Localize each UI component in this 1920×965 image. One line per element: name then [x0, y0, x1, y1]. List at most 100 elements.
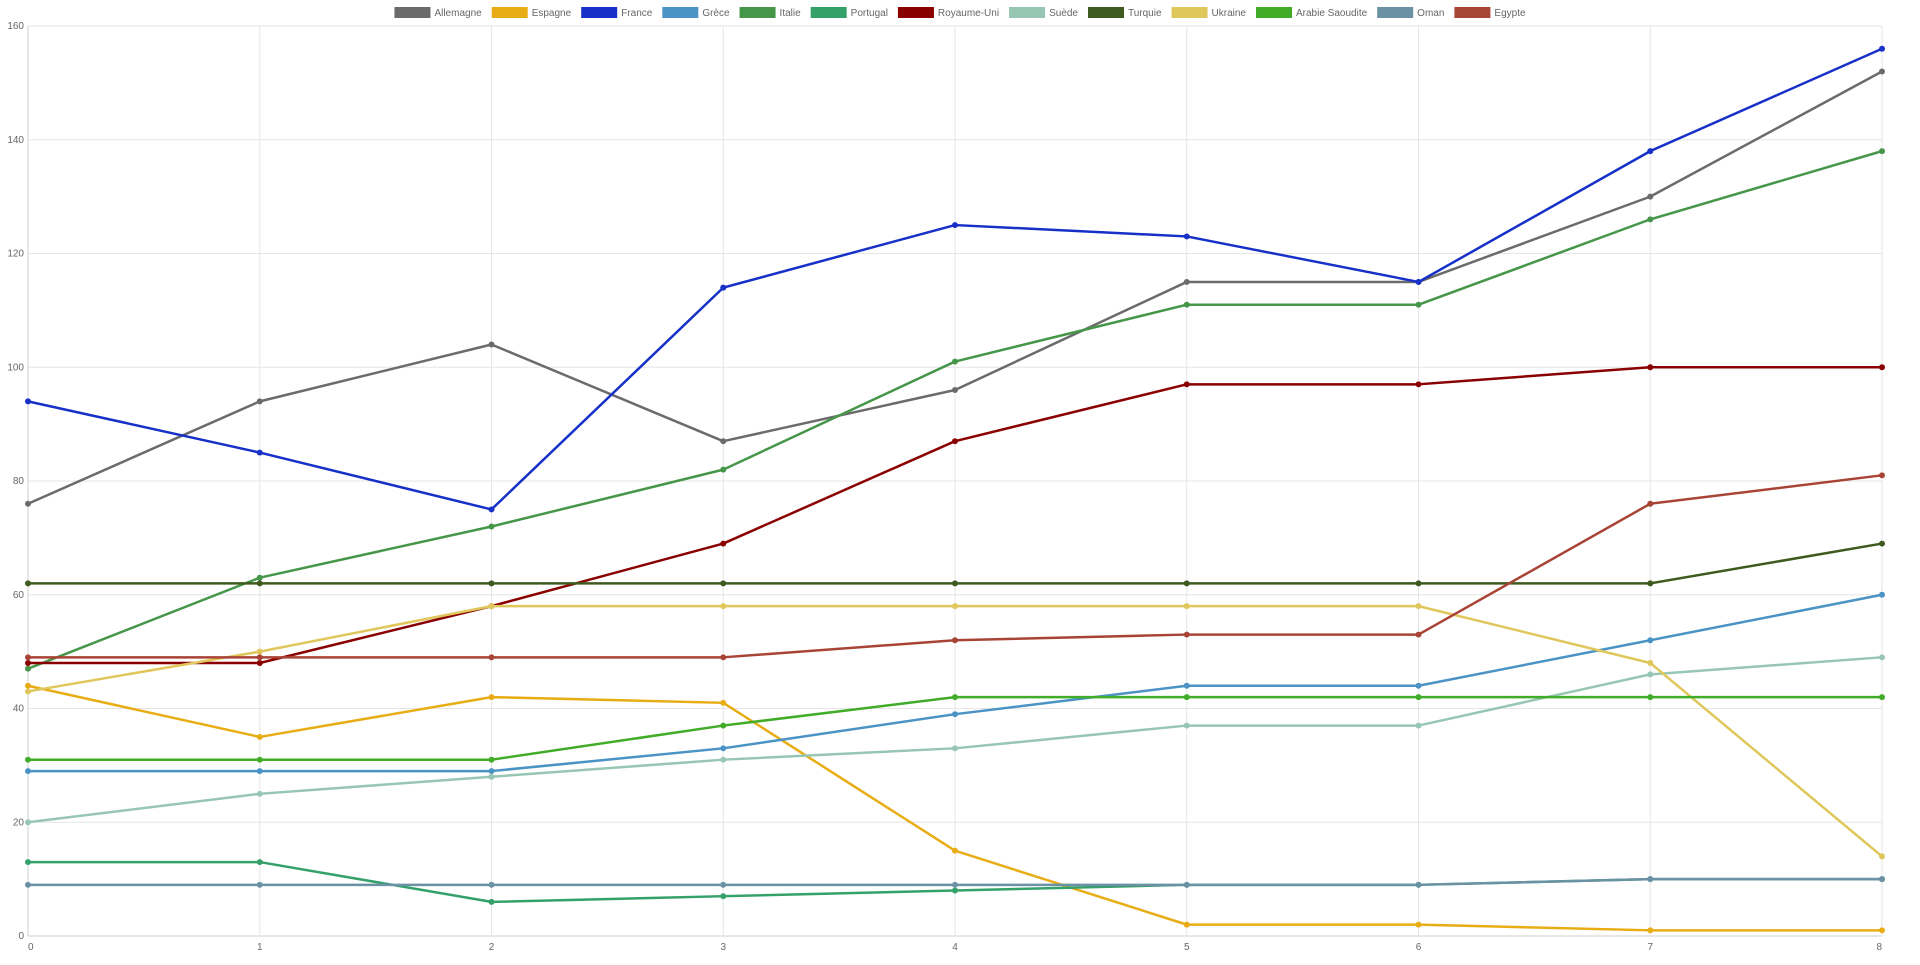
data-point[interactable]	[256, 654, 263, 661]
data-point[interactable]	[1183, 682, 1190, 689]
data-point[interactable]	[1183, 603, 1190, 610]
data-point[interactable]	[256, 449, 263, 456]
data-point[interactable]	[720, 881, 727, 888]
data-point[interactable]	[1879, 591, 1885, 598]
data-point[interactable]	[488, 603, 495, 610]
data-point[interactable]	[256, 398, 263, 405]
legend-item[interactable]: Italie	[739, 7, 802, 19]
data-point[interactable]	[1183, 881, 1190, 888]
data-point[interactable]	[952, 887, 958, 894]
data-point[interactable]	[1879, 68, 1885, 75]
data-point[interactable]	[1415, 722, 1422, 729]
legend-item[interactable]: Turquie	[1087, 7, 1162, 19]
data-point[interactable]	[1647, 500, 1654, 507]
data-point[interactable]	[1183, 921, 1190, 928]
data-point[interactable]	[488, 654, 495, 661]
data-point[interactable]	[488, 881, 495, 888]
legend-item[interactable]: Egypte	[1454, 7, 1526, 19]
data-point[interactable]	[25, 580, 31, 587]
data-point[interactable]	[488, 341, 495, 348]
data-point[interactable]	[25, 819, 31, 826]
data-point[interactable]	[1415, 381, 1422, 388]
data-point[interactable]	[1879, 694, 1885, 701]
data-point[interactable]	[256, 768, 263, 775]
data-point[interactable]	[952, 222, 958, 229]
data-point[interactable]	[952, 745, 958, 752]
legend-item[interactable]: France	[581, 7, 653, 19]
data-point[interactable]	[488, 694, 495, 701]
data-point[interactable]	[488, 523, 495, 530]
data-point[interactable]	[720, 466, 727, 473]
data-point[interactable]	[1415, 694, 1422, 701]
data-point[interactable]	[1879, 364, 1885, 371]
data-point[interactable]	[1647, 927, 1654, 934]
data-point[interactable]	[1647, 637, 1654, 644]
data-point[interactable]	[952, 603, 958, 610]
legend-item[interactable]: Royaume-Uni	[897, 7, 999, 19]
data-point[interactable]	[1647, 193, 1654, 200]
data-point[interactable]	[488, 580, 495, 587]
data-point[interactable]	[720, 438, 727, 445]
data-point[interactable]	[1647, 660, 1654, 666]
data-point[interactable]	[1879, 654, 1885, 661]
legend-item[interactable]: Espagne	[491, 7, 572, 19]
data-point[interactable]	[1415, 881, 1422, 888]
data-point[interactable]	[1879, 472, 1885, 479]
data-point[interactable]	[1183, 580, 1190, 587]
legend-item[interactable]: Ukraine	[1171, 7, 1247, 19]
data-point[interactable]	[1415, 603, 1422, 610]
data-point[interactable]	[1647, 694, 1654, 701]
data-point[interactable]	[1183, 381, 1190, 388]
legend-item[interactable]: Arabie Saoudite	[1256, 7, 1368, 19]
data-point[interactable]	[1415, 278, 1422, 285]
data-point[interactable]	[1879, 45, 1885, 52]
data-point[interactable]	[952, 438, 958, 445]
data-point[interactable]	[952, 881, 958, 888]
legend-item[interactable]: Oman	[1377, 7, 1444, 19]
data-point[interactable]	[25, 660, 31, 666]
data-point[interactable]	[1879, 876, 1885, 883]
data-point[interactable]	[1647, 671, 1654, 678]
data-point[interactable]	[256, 859, 263, 866]
data-point[interactable]	[256, 756, 263, 763]
data-point[interactable]	[952, 694, 958, 701]
data-point[interactable]	[256, 648, 263, 655]
data-point[interactable]	[25, 654, 31, 661]
data-point[interactable]	[488, 773, 495, 780]
data-point[interactable]	[952, 387, 958, 393]
data-point[interactable]	[1647, 364, 1654, 371]
data-point[interactable]	[256, 733, 263, 740]
data-point[interactable]	[952, 637, 958, 644]
data-point[interactable]	[1647, 876, 1654, 883]
data-point[interactable]	[488, 898, 495, 905]
data-point[interactable]	[720, 756, 727, 763]
data-point[interactable]	[1879, 540, 1885, 547]
data-point[interactable]	[952, 580, 958, 587]
data-point[interactable]	[720, 893, 727, 900]
data-point[interactable]	[1415, 301, 1422, 308]
data-point[interactable]	[256, 790, 263, 797]
data-point[interactable]	[720, 580, 727, 587]
data-point[interactable]	[1183, 233, 1190, 240]
data-point[interactable]	[1879, 853, 1885, 860]
data-point[interactable]	[25, 500, 31, 507]
legend-item[interactable]: Portugal	[810, 7, 888, 19]
data-point[interactable]	[720, 722, 727, 729]
data-point[interactable]	[25, 859, 31, 866]
data-point[interactable]	[1415, 921, 1422, 928]
data-point[interactable]	[1183, 631, 1190, 638]
data-point[interactable]	[256, 881, 263, 888]
data-point[interactable]	[488, 506, 495, 513]
data-point[interactable]	[25, 756, 31, 763]
legend-item[interactable]: Allemagne	[394, 7, 482, 19]
data-point[interactable]	[1415, 580, 1422, 587]
legend-item[interactable]: Grèce	[662, 7, 730, 19]
data-point[interactable]	[1647, 216, 1654, 223]
data-point[interactable]	[1879, 927, 1885, 934]
data-point[interactable]	[25, 688, 31, 695]
data-point[interactable]	[720, 654, 727, 661]
data-point[interactable]	[1183, 278, 1190, 285]
data-point[interactable]	[720, 745, 727, 752]
data-point[interactable]	[256, 574, 263, 581]
data-point[interactable]	[720, 540, 727, 547]
